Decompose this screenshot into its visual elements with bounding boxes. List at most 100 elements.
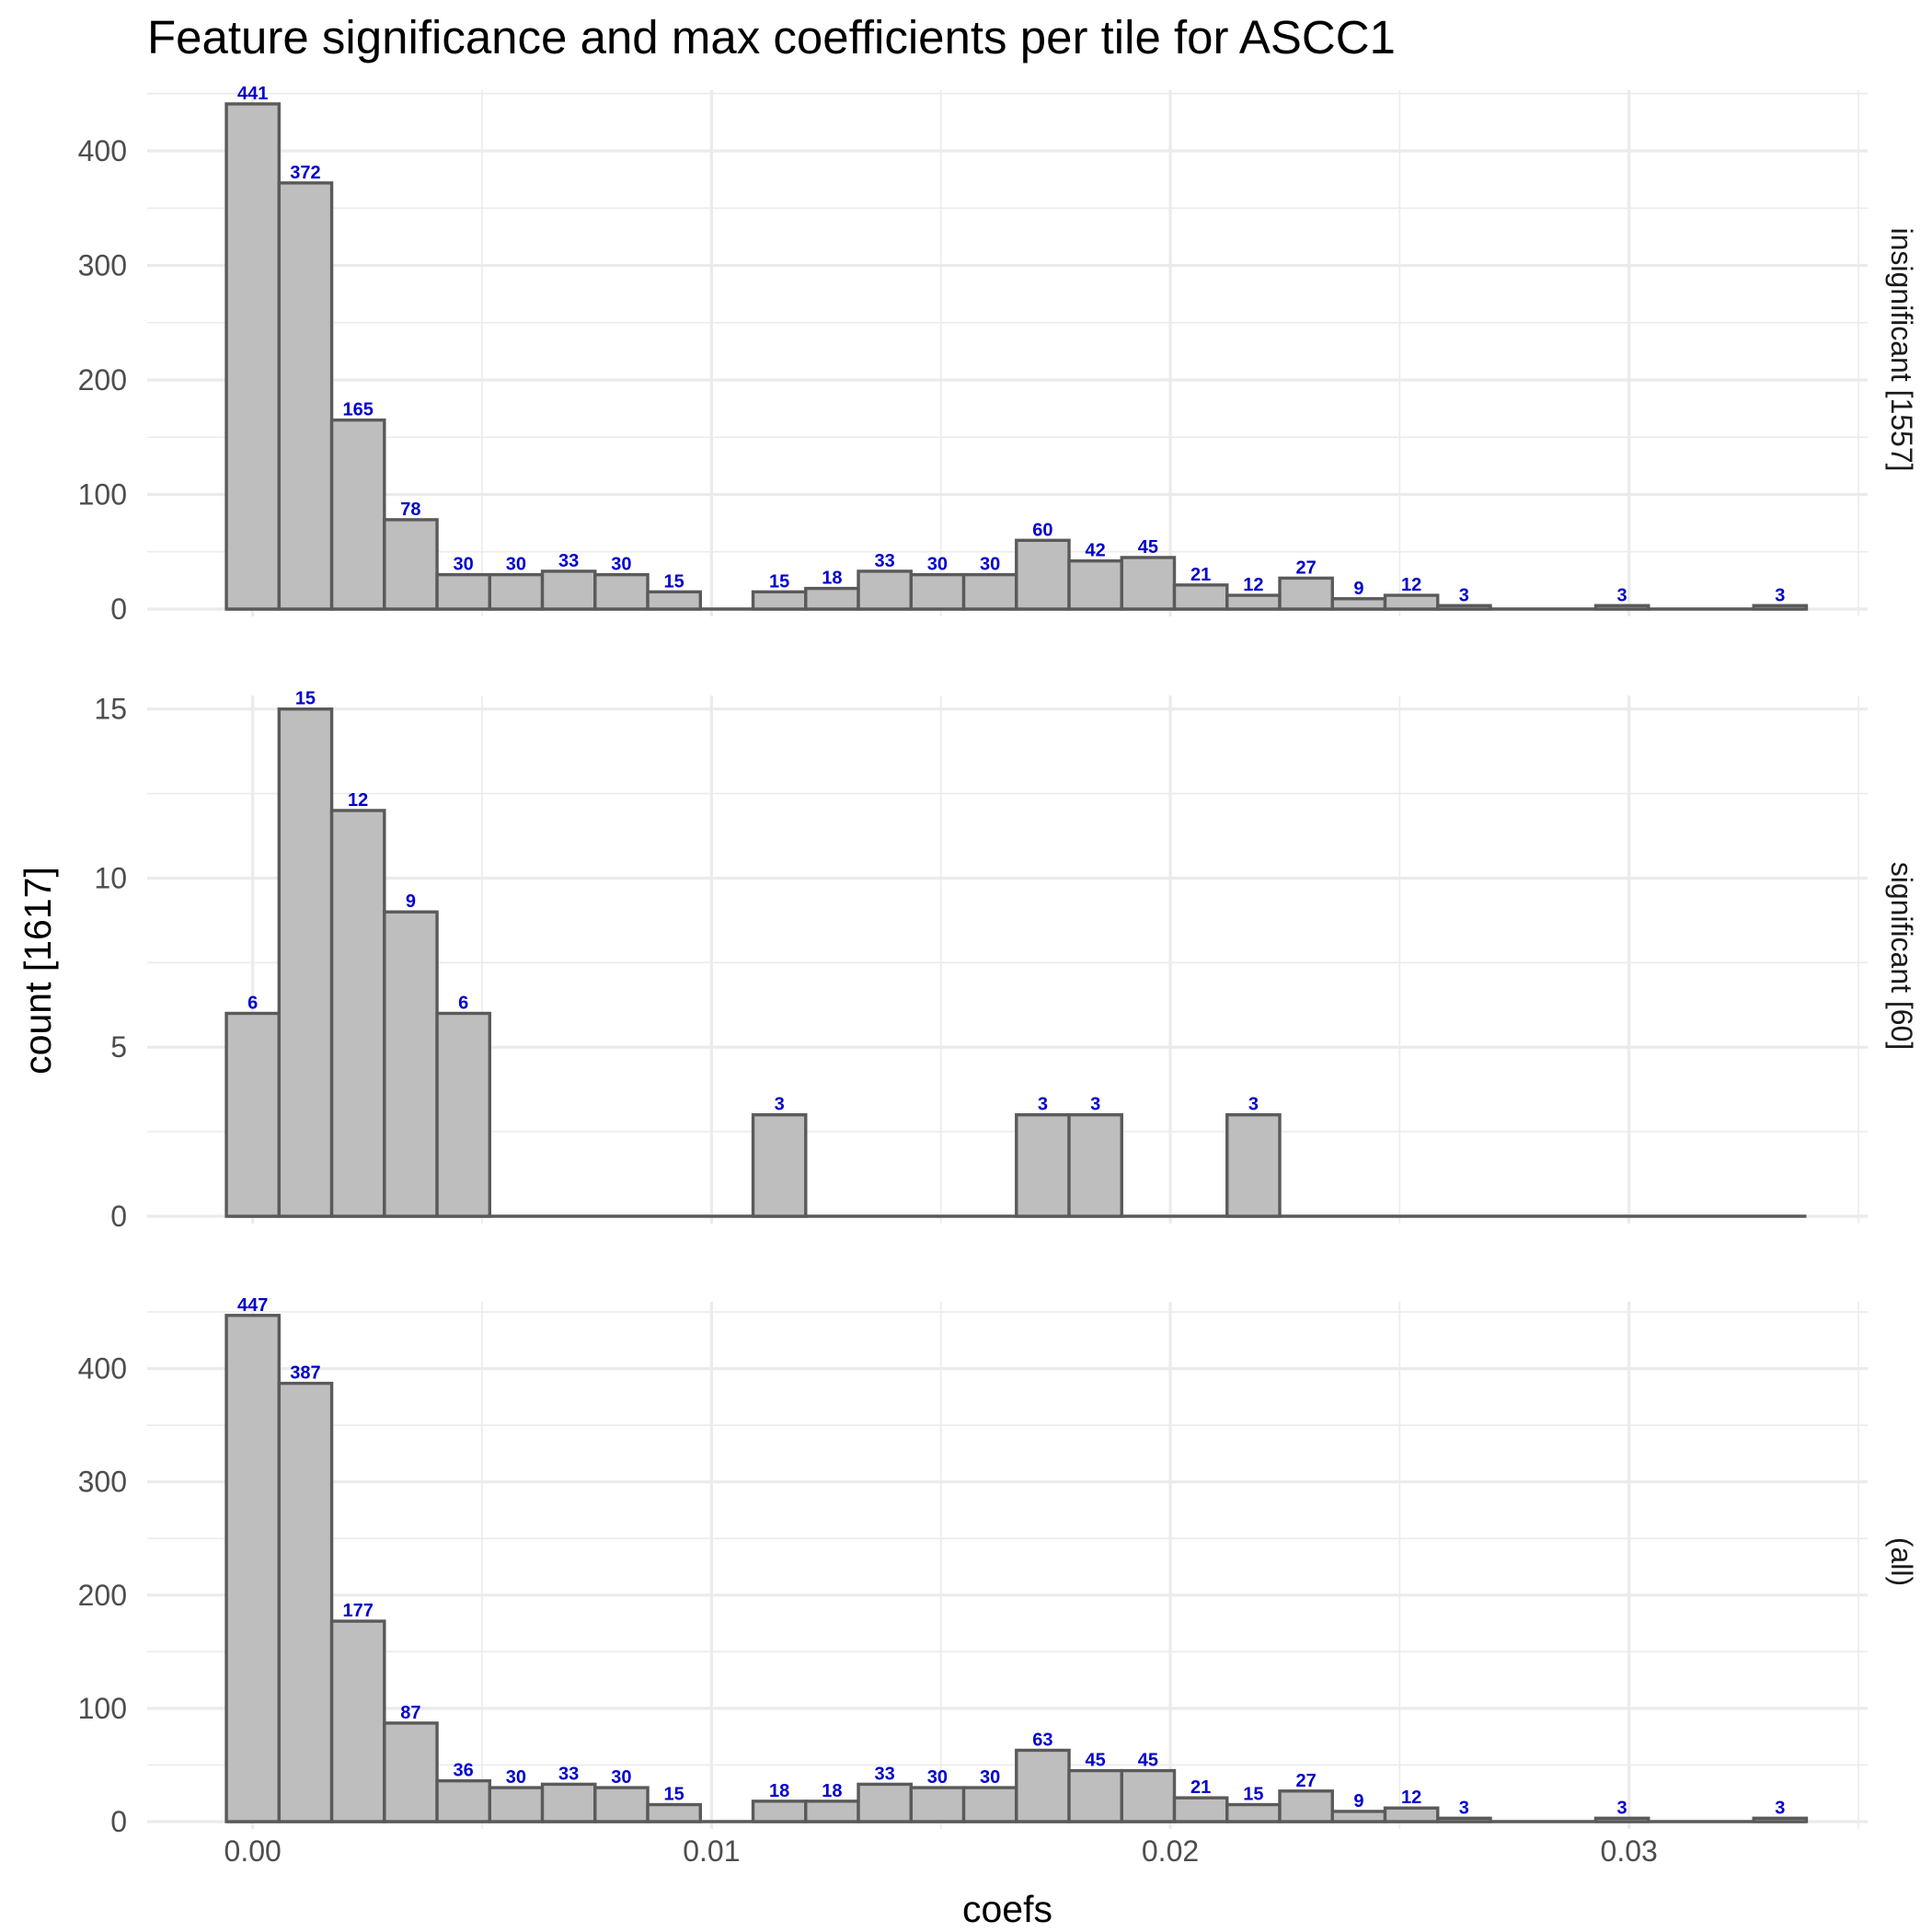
bar-count-label: 30	[611, 1767, 631, 1788]
histogram-bar	[751, 590, 808, 611]
x-tick-label: 0.02	[1142, 1834, 1199, 1868]
facet-strip-label: (all)	[1885, 1537, 1918, 1586]
bar-count-label: 87	[400, 1703, 420, 1723]
bar-count-label: 15	[664, 571, 684, 592]
bar-count-label: 387	[290, 1363, 320, 1384]
histogram-bar	[909, 572, 966, 611]
histogram-bar	[383, 518, 439, 611]
bar-count-label: 12	[1401, 575, 1421, 595]
bar-count-label: 30	[506, 1767, 526, 1788]
bar-count-label: 30	[927, 1767, 948, 1788]
bar-count-label: 9	[1353, 579, 1363, 599]
histogram-bar	[383, 910, 439, 1218]
bar-count-label: 27	[1296, 558, 1317, 578]
bar-count-label: 45	[1086, 1751, 1106, 1771]
histogram-bar	[277, 1381, 334, 1823]
bar-count-label: 3	[1459, 585, 1469, 605]
bar-count-label: 63	[1032, 1730, 1052, 1750]
y-tick-label: 0	[110, 1805, 127, 1838]
histogram-bar	[1015, 1748, 1071, 1823]
bar-count-label: 30	[980, 555, 1000, 575]
histogram-bar	[1015, 1113, 1071, 1218]
histogram-bar	[1172, 1796, 1229, 1823]
histogram-bar	[961, 1786, 1018, 1823]
bar-count-label: 30	[611, 555, 631, 575]
histogram-bar	[593, 1786, 650, 1823]
y-tick-label: 300	[78, 248, 127, 282]
bar-count-label: 21	[1190, 565, 1211, 585]
bar-count-label: 33	[558, 551, 579, 571]
bar-count-label: 9	[406, 891, 416, 912]
histogram-bar	[646, 590, 702, 611]
bar-count-label: 21	[1190, 1777, 1211, 1798]
bar-count-label: 3	[1775, 1798, 1785, 1818]
histogram-bar	[383, 1721, 439, 1823]
histogram-bar	[1120, 556, 1177, 611]
histogram-bar	[1120, 1768, 1177, 1823]
histogram-bar	[1593, 1816, 1650, 1823]
y-tick-label: 100	[78, 477, 127, 511]
histogram-bar	[224, 102, 282, 611]
histogram-bar	[1278, 576, 1334, 611]
histogram-bar	[435, 572, 492, 611]
histogram-bar	[1225, 593, 1282, 611]
bar-count-label: 15	[1243, 1785, 1263, 1805]
bar-count-label: 60	[1032, 520, 1052, 540]
bar-count-label: 36	[454, 1761, 474, 1781]
histogram-bar	[1225, 1113, 1282, 1218]
histogram-bar	[961, 572, 1018, 611]
histogram-bar	[488, 572, 545, 611]
histogram-bar	[435, 1778, 492, 1823]
bar-count-label: 18	[769, 1781, 789, 1801]
histogram-bar	[329, 418, 386, 611]
x-tick-label: 0.03	[1601, 1834, 1658, 1868]
bar-count-label: 15	[769, 571, 789, 592]
bar-count-label: 30	[506, 555, 526, 575]
chart-title: Feature significance and max coefficient…	[147, 11, 1396, 63]
histogram-bar	[1067, 1113, 1123, 1218]
bar-count-label: 3	[1775, 585, 1785, 605]
bar-count-label: 15	[664, 1785, 684, 1805]
bar-count-label: 12	[1243, 575, 1263, 595]
bar-count-label: 18	[822, 569, 842, 589]
histogram-bar	[1752, 1816, 1809, 1823]
histogram-bar	[1330, 1810, 1387, 1823]
bar-count-label: 33	[875, 1764, 895, 1784]
histogram-bar	[1436, 1816, 1492, 1823]
histogram-bar	[1172, 583, 1229, 611]
histogram-bar	[224, 1011, 282, 1218]
bar-count-label: 6	[247, 993, 258, 1013]
histogram-bar	[224, 1314, 282, 1823]
bar-count-label: 78	[400, 500, 420, 520]
bar-count-label: 3	[1090, 1095, 1100, 1115]
histogram-bar	[751, 1113, 808, 1218]
bar-count-label: 45	[1138, 537, 1158, 558]
bar-count-label: 33	[875, 551, 895, 571]
bar-count-label: 30	[927, 555, 948, 575]
histogram-bar	[1593, 604, 1650, 611]
bar-count-label: 18	[822, 1781, 842, 1801]
bar-count-label: 30	[454, 555, 474, 575]
x-tick-label: 0.00	[224, 1834, 282, 1868]
histogram-bar	[1383, 1806, 1440, 1823]
bar-count-label: 372	[290, 163, 320, 183]
histogram-bar	[540, 1782, 597, 1823]
bar-count-label: 42	[1086, 541, 1106, 561]
y-tick-label: 0	[110, 592, 127, 626]
histogram-bar	[646, 1802, 702, 1823]
x-axis: 0.00 0.01 0.02 0.03	[224, 1834, 1658, 1868]
bar-count-label: 3	[1248, 1095, 1259, 1115]
facet-panel-2: 0 5 10 15 6 15 12 9 6 3 3 3 3 significant [60]	[94, 689, 1918, 1233]
bar-count-label: 3	[1617, 585, 1627, 605]
histogram-bar	[1015, 538, 1071, 611]
bar-count-label: 3	[1617, 1798, 1627, 1818]
y-tick-label: 5	[110, 1030, 127, 1064]
histogram-bar	[751, 1800, 808, 1823]
bar-count-label: 165	[342, 400, 373, 420]
histogram-bar	[1067, 559, 1123, 611]
bar-count-label: 6	[458, 993, 468, 1013]
y-tick-label: 100	[78, 1692, 127, 1725]
bar-count-label: 441	[237, 84, 268, 104]
